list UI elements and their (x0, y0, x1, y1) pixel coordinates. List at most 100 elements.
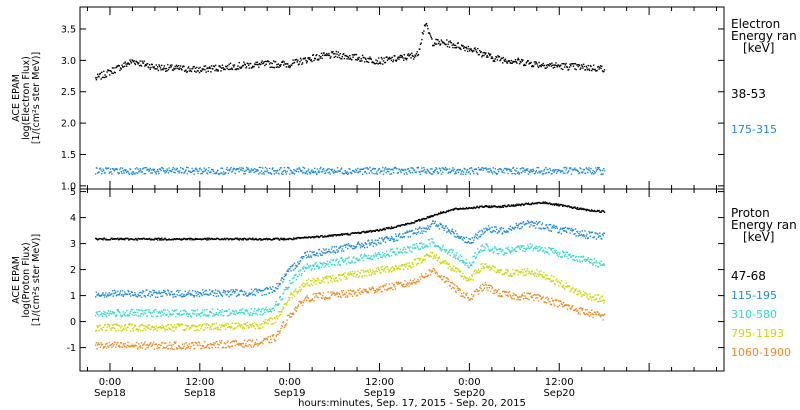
data-point (338, 292, 340, 294)
data-point (498, 248, 501, 250)
data-point (173, 310, 176, 312)
data-point (472, 279, 474, 281)
data-point (270, 341, 273, 344)
data-point (395, 235, 397, 237)
data-point (229, 168, 232, 170)
data-point (188, 70, 191, 72)
data-point (232, 310, 234, 312)
data-point (282, 306, 284, 308)
data-point (425, 23, 427, 26)
data-point (293, 61, 296, 64)
data-point (410, 167, 412, 169)
data-point (148, 327, 150, 329)
data-point (372, 245, 374, 247)
data-point (412, 55, 414, 57)
data-point (347, 243, 350, 245)
data-point (219, 311, 221, 314)
data-point (432, 173, 434, 175)
data-point (596, 69, 598, 72)
data-point (101, 329, 104, 331)
data-point (114, 72, 116, 74)
data-point (227, 323, 230, 325)
data-point (538, 170, 540, 173)
data-point (335, 276, 337, 279)
data-point (438, 41, 441, 43)
data-point (196, 315, 198, 317)
data-point (224, 323, 226, 326)
data-point (198, 71, 201, 74)
data-point (529, 221, 532, 223)
data-point (531, 246, 533, 248)
data-point (564, 230, 566, 232)
data-point (356, 294, 358, 297)
data-point (239, 67, 242, 69)
data-point (165, 171, 168, 173)
data-point (456, 208, 459, 211)
data-point (344, 259, 346, 262)
data-point (185, 310, 187, 313)
data-point (493, 251, 495, 253)
data-point (376, 228, 379, 231)
data-point (383, 170, 385, 172)
data-point (199, 323, 201, 326)
data-point (169, 348, 172, 350)
data-point (526, 169, 528, 172)
data-point (572, 259, 574, 261)
data-point (245, 239, 248, 241)
data-point (303, 171, 305, 174)
data-point (175, 168, 178, 171)
data-point (560, 171, 562, 173)
data-point (187, 291, 189, 294)
data-point (565, 282, 567, 284)
data-point (543, 170, 545, 172)
data-point (536, 166, 538, 169)
data-point (527, 168, 529, 170)
data-point (102, 239, 104, 241)
data-point (578, 232, 580, 235)
data-point (97, 326, 99, 329)
data-point (268, 308, 271, 310)
data-point (334, 294, 336, 296)
data-point (140, 346, 142, 348)
data-point (432, 170, 434, 173)
data-point (140, 169, 142, 171)
data-point (220, 293, 222, 296)
data-point (251, 340, 253, 343)
data-point (570, 256, 573, 258)
data-point (298, 273, 300, 276)
data-point (332, 171, 334, 173)
data-point (489, 206, 492, 209)
data-point (587, 258, 589, 260)
data-point (400, 171, 402, 174)
data-point (223, 346, 225, 349)
data-point (293, 277, 295, 279)
data-point (496, 59, 499, 61)
data-point (312, 284, 314, 287)
data-point (195, 71, 197, 73)
data-point (336, 264, 339, 266)
data-point (326, 168, 329, 170)
data-point (489, 266, 492, 268)
data-point (503, 204, 505, 207)
data-point (244, 345, 246, 347)
data-point (148, 169, 151, 171)
data-point (129, 59, 131, 61)
data-point (603, 210, 605, 212)
data-point (147, 294, 149, 296)
data-point (230, 326, 232, 328)
data-point (323, 52, 325, 54)
data-point (351, 270, 354, 273)
data-point (403, 169, 405, 172)
data-point (315, 254, 317, 256)
data-point (137, 293, 139, 296)
data-point (190, 293, 193, 295)
data-point (473, 206, 476, 209)
data-point (600, 67, 602, 70)
data-point (460, 208, 463, 210)
data-point (417, 257, 419, 260)
data-point (357, 270, 359, 272)
data-point (488, 171, 490, 173)
data-point (481, 56, 483, 58)
data-point (468, 279, 470, 281)
data-point (194, 295, 196, 297)
